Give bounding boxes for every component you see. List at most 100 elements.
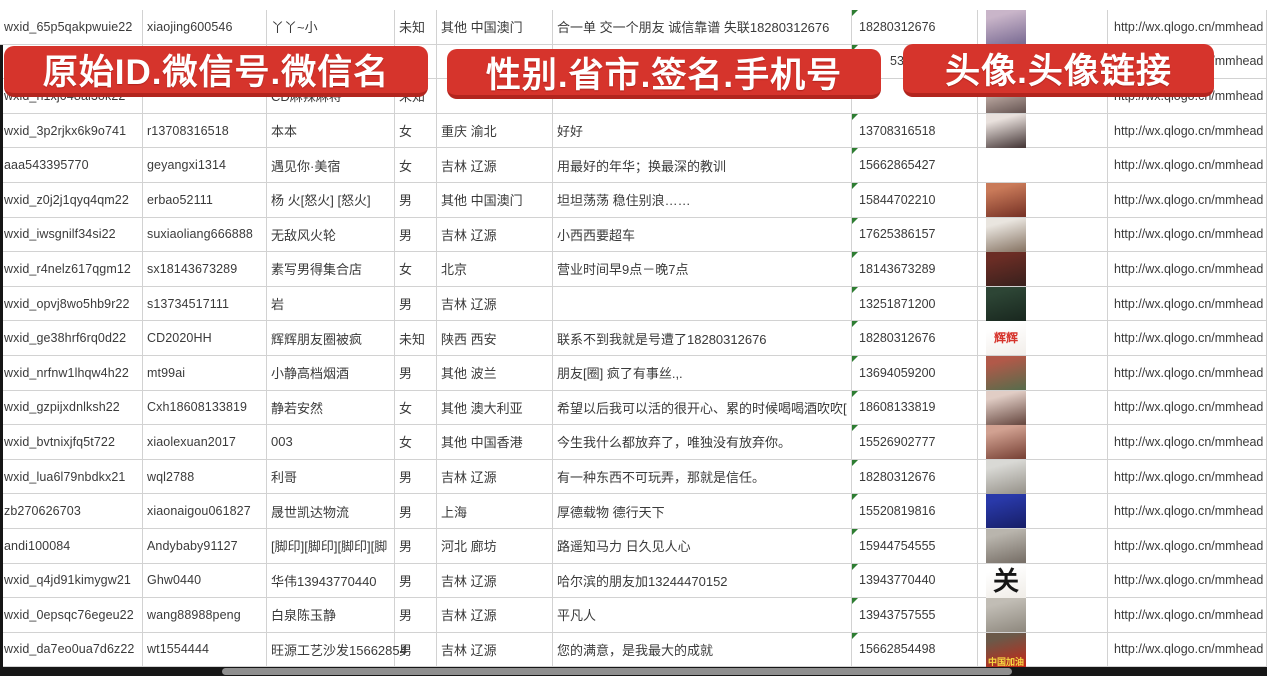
cell-wechat-name[interactable]: 静若安然 — [267, 390, 395, 426]
cell-wechat-account[interactable]: Cxh18608133819 — [143, 390, 267, 426]
cell-wxid[interactable]: wxid_lua6l79nbdkx21 — [0, 459, 143, 495]
cell-avatar[interactable] — [978, 217, 1108, 253]
cell-phone[interactable]: 17625386157 — [852, 217, 978, 253]
cell-signature[interactable]: 朋友[圈] 疯了有事丝.,. — [553, 355, 852, 391]
cell-avatar-link[interactable]: http://wx.qlogo.cn/mmhead — [1108, 286, 1267, 322]
cell-avatar[interactable] — [978, 182, 1108, 218]
cell-region[interactable]: 其他 中国澳门 — [437, 10, 553, 45]
cell-gender[interactable]: 男 — [395, 217, 437, 253]
cell-phone[interactable]: 13251871200 — [852, 286, 978, 322]
cell-phone[interactable]: 15662865427 — [852, 148, 978, 183]
cell-avatar[interactable] — [978, 252, 1108, 287]
cell-wxid[interactable]: wxid_da7eo0ua7d6z22 — [0, 632, 143, 668]
cell-wechat-account[interactable]: s13734517111 — [143, 286, 267, 322]
cell-avatar[interactable] — [978, 390, 1108, 426]
cell-gender[interactable]: 男 — [395, 459, 437, 495]
cell-gender[interactable]: 未知 — [395, 10, 437, 45]
cell-phone[interactable]: 18280312676 — [852, 321, 978, 356]
horizontal-scrollbar-thumb[interactable] — [222, 668, 1012, 675]
cell-wechat-account[interactable]: wang88988peng — [143, 598, 267, 633]
cell-gender[interactable]: 女 — [395, 113, 437, 149]
cell-signature[interactable]: 有一种东西不可玩弄，那就是信任。 — [553, 459, 852, 495]
cell-phone[interactable]: 18608133819 — [852, 390, 978, 426]
cell-avatar-link[interactable]: http://wx.qlogo.cn/mmhead — [1108, 632, 1267, 668]
cell-gender[interactable]: 未知 — [395, 321, 437, 356]
cell-signature[interactable] — [553, 286, 852, 322]
cell-wxid[interactable]: wxid_bvtnixjfq5t722 — [0, 425, 143, 460]
cell-avatar-link[interactable]: http://wx.qlogo.cn/mmhead — [1108, 355, 1267, 391]
cell-region[interactable]: 其他 波兰 — [437, 355, 553, 391]
cell-region[interactable]: 吉林 辽源 — [437, 148, 553, 183]
cell-region[interactable]: 吉林 辽源 — [437, 217, 553, 253]
cell-wechat-account[interactable]: Andybaby91127 — [143, 528, 267, 564]
cell-avatar-link[interactable]: http://wx.qlogo.cn/mmhead — [1108, 563, 1267, 599]
cell-wechat-account[interactable]: xiaonaigou061827 — [143, 494, 267, 529]
cell-signature[interactable]: 路遥知马力 日久见人心 — [553, 528, 852, 564]
cell-wxid[interactable]: wxid_gzpijxdnlksh22 — [0, 390, 143, 426]
cell-avatar-link[interactable]: http://wx.qlogo.cn/mmhead — [1108, 390, 1267, 426]
cell-avatar[interactable] — [978, 10, 1108, 45]
cell-signature[interactable]: 营业时间早9点－晚7点 — [553, 252, 852, 287]
cell-wxid[interactable]: wxid_iwsgnilf34si22 — [0, 217, 143, 253]
cell-phone[interactable]: 15520819816 — [852, 494, 978, 529]
cell-wechat-name[interactable]: 小静高档烟酒 — [267, 355, 395, 391]
cell-wechat-account[interactable]: erbao52111 — [143, 182, 267, 218]
cell-wechat-name[interactable]: 遇见你·美宿 — [267, 148, 395, 183]
cell-region[interactable]: 其他 中国澳门 — [437, 182, 553, 218]
cell-phone[interactable]: 18280312676 — [852, 459, 978, 495]
cell-signature[interactable]: 坦坦荡荡 稳住别浪…… — [553, 182, 852, 218]
cell-avatar-link[interactable]: http://wx.qlogo.cn/mmhead — [1108, 425, 1267, 460]
cell-wxid[interactable]: wxid_q4jd91kimygw21 — [0, 563, 143, 599]
cell-avatar[interactable] — [978, 113, 1108, 149]
cell-gender[interactable]: 男 — [395, 494, 437, 529]
cell-avatar[interactable]: 辉辉 — [978, 321, 1108, 356]
cell-wechat-name[interactable]: 旺源工艺沙发15662854 — [267, 632, 407, 668]
cell-wechat-name[interactable]: 杨 火[怒火] [怒火] — [267, 182, 395, 218]
cell-gender[interactable]: 男 — [395, 286, 437, 322]
cell-region[interactable]: 河北 廊坊 — [437, 528, 553, 564]
cell-gender[interactable]: 女 — [395, 425, 437, 460]
cell-gender[interactable]: 男 — [395, 563, 437, 599]
cell-phone[interactable]: 13943757555 — [852, 598, 978, 633]
cell-avatar[interactable] — [978, 598, 1108, 633]
cell-signature[interactable]: 哈尔滨的朋友加13244470152 — [553, 563, 852, 599]
cell-avatar[interactable] — [978, 425, 1108, 460]
cell-phone[interactable]: 18143673289 — [852, 252, 978, 287]
cell-wxid[interactable]: wxid_3p2rjkx6k9o741 — [0, 113, 143, 149]
cell-gender[interactable]: 男 — [395, 182, 437, 218]
cell-phone[interactable]: 15526902777 — [852, 425, 978, 460]
cell-region[interactable]: 上海 — [437, 494, 553, 529]
cell-avatar-link[interactable]: http://wx.qlogo.cn/mmhead — [1108, 598, 1267, 633]
cell-phone[interactable]: 13943770440 — [852, 563, 978, 599]
cell-avatar[interactable] — [978, 355, 1108, 391]
cell-signature[interactable]: 希望以后我可以活的很开心、累的时候喝喝酒吹吹[ — [553, 390, 852, 426]
cell-avatar[interactable] — [978, 494, 1108, 529]
cell-signature[interactable]: 好好 — [553, 113, 852, 149]
cell-wxid[interactable]: zb270626703 — [0, 494, 143, 529]
cell-wechat-account[interactable]: wt1554444 — [143, 632, 267, 668]
cell-wechat-name[interactable]: [脚印][脚印][脚印][脚 — [267, 528, 395, 564]
cell-avatar-link[interactable]: http://wx.qlogo.cn/mmhead — [1108, 528, 1267, 564]
cell-avatar[interactable]: 中国加油 — [978, 632, 1108, 668]
cell-wechat-name[interactable]: 素写男得集合店 — [267, 252, 395, 287]
cell-signature[interactable]: 厚德载物 德行天下 — [553, 494, 852, 529]
cell-wxid[interactable]: wxid_z0j2j1qyq4qm22 — [0, 182, 143, 218]
cell-signature[interactable]: 合一单 交一个朋友 诚信靠谱 失联18280312676 — [553, 10, 852, 45]
cell-wxid[interactable]: wxid_65p5qakpwuie22 — [0, 10, 143, 45]
cell-avatar-link[interactable]: http://wx.qlogo.cn/mmhead — [1108, 459, 1267, 495]
cell-gender[interactable]: 男 — [395, 632, 437, 668]
cell-signature[interactable]: 用最好的年华；换最深的教训 — [553, 148, 852, 183]
cell-wxid[interactable]: wxid_opvj8wo5hb9r22 — [0, 286, 143, 322]
cell-signature[interactable]: 小西西要超车 — [553, 217, 852, 253]
cell-wechat-name[interactable]: 本本 — [267, 113, 395, 149]
cell-wxid[interactable]: wxid_nrfnw1lhqw4h22 — [0, 355, 143, 391]
cell-signature[interactable]: 今生我什么都放弃了，唯独没有放弃你。 — [553, 425, 852, 460]
cell-wxid[interactable]: wxid_ge38hrf6rq0d22 — [0, 321, 143, 356]
cell-phone[interactable]: 18280312676 — [852, 10, 978, 45]
cell-region[interactable]: 北京 — [437, 252, 553, 287]
cell-gender[interactable]: 男 — [395, 598, 437, 633]
cell-gender[interactable]: 女 — [395, 148, 437, 183]
cell-avatar[interactable] — [978, 148, 1108, 183]
cell-region[interactable]: 吉林 辽源 — [437, 459, 553, 495]
cell-region[interactable]: 其他 澳大利亚 — [437, 390, 553, 426]
